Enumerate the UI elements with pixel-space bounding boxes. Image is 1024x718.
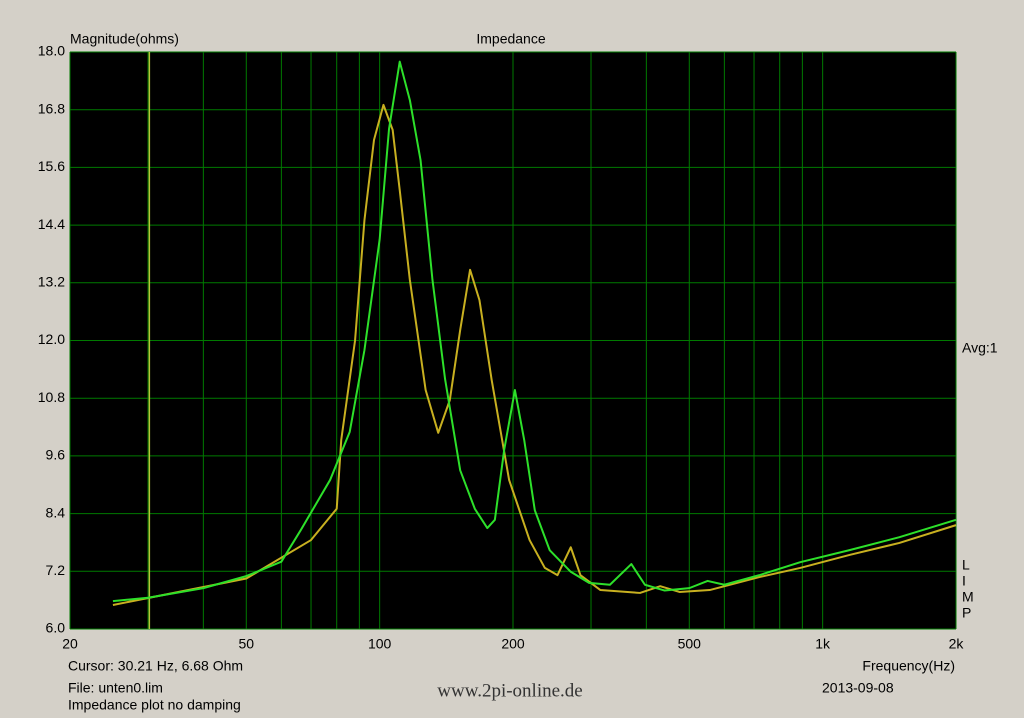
y-tick-label: 14.4 — [38, 216, 65, 232]
x-tick-label: 500 — [678, 636, 702, 652]
date: 2013-09-08 — [822, 680, 894, 696]
watermark: www.2pi-online.de — [437, 680, 582, 701]
y-tick-label: 18.0 — [38, 43, 65, 59]
x-axis-label: Frequency(Hz) — [862, 658, 955, 674]
cursor-label: Cursor: 30.21 Hz, 6.68 Ohm — [68, 658, 243, 674]
chart-title: Impedance — [476, 31, 545, 47]
y-tick-label: 9.6 — [46, 447, 66, 463]
side-letter: M — [962, 589, 974, 605]
x-tick-label: 2k — [949, 636, 965, 652]
x-tick-label: 1k — [815, 636, 831, 652]
description: Impedance plot no damping — [68, 697, 241, 713]
y-tick-label: 10.8 — [38, 389, 65, 405]
y-tick-label: 6.0 — [46, 620, 66, 636]
series-line — [112, 103, 957, 606]
file-label: File: unten0.lim — [68, 680, 163, 696]
x-tick-label: 200 — [501, 636, 525, 652]
x-tick-label: 50 — [238, 636, 254, 652]
side-letter: P — [962, 605, 971, 621]
side-letter: L — [962, 557, 970, 573]
avg-label: Avg:1 — [962, 340, 998, 356]
x-tick-label: 20 — [62, 636, 78, 652]
y-axis-label: Magnitude(ohms) — [70, 31, 179, 47]
y-tick-label: 12.0 — [38, 331, 65, 347]
y-tick-label: 8.4 — [46, 504, 66, 520]
y-tick-label: 7.2 — [46, 562, 66, 578]
y-tick-label: 13.2 — [38, 274, 65, 290]
series-line — [112, 60, 957, 603]
y-tick-label: 16.8 — [38, 100, 65, 116]
x-tick-label: 100 — [368, 636, 392, 652]
side-letter: I — [962, 573, 966, 589]
y-tick-label: 15.6 — [38, 158, 65, 174]
